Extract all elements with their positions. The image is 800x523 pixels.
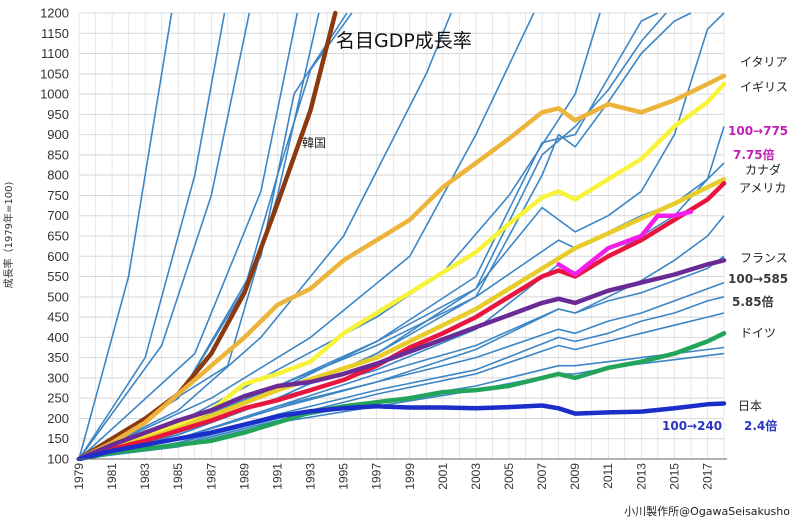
background-series-line	[78, 12, 299, 460]
x-tick-label: 1991	[270, 463, 284, 490]
y-tick-label: 300	[47, 370, 69, 385]
background-series-line	[78, 12, 226, 460]
series-line	[76, 10, 338, 461]
y-tick-label: 1100	[41, 46, 69, 61]
y-tick-label: 200	[47, 411, 69, 426]
y-tick-label: 550	[47, 269, 69, 284]
y-tick-label: 250	[47, 391, 69, 406]
background-series-line	[78, 255, 725, 460]
japan-growth-note: 100→240	[662, 419, 722, 433]
x-tick-label: 1983	[138, 463, 152, 490]
france-multiple-note: 5.85倍	[732, 294, 774, 309]
uk-growth-note: 100→775	[728, 124, 788, 138]
background-series-line	[78, 12, 173, 460]
label-germany: ドイツ	[740, 326, 776, 340]
x-tick-label: 2007	[535, 463, 549, 490]
x-tick-label: 1981	[105, 463, 119, 490]
label-japan: 日本	[738, 399, 762, 413]
y-tick-label: 1000	[40, 87, 69, 102]
y-tick-label: 100	[47, 452, 69, 467]
y-tick-label: 150	[47, 431, 69, 446]
y-axis-ticks: 100 150 200 250 300 350 400 450 500 550 600 650 700 7…	[40, 6, 69, 467]
series-line	[76, 181, 727, 461]
x-tick-label: 1993	[304, 463, 318, 490]
label-korea: 韓国	[302, 136, 326, 150]
x-tick-label: 2013	[634, 463, 648, 490]
chart-title: 名目GDP成長率	[336, 30, 472, 52]
series-line	[556, 209, 694, 277]
series-line	[76, 401, 727, 461]
x-tick-label: 1999	[403, 463, 417, 490]
label-canada: カナダ	[745, 162, 781, 177]
y-tick-label: 800	[47, 168, 69, 183]
y-tick-label: 900	[47, 127, 69, 142]
label-uk: イギリス	[740, 80, 788, 94]
highlight-series	[76, 10, 727, 461]
france-growth-note: 100→585	[728, 272, 788, 286]
y-tick-label: 1200	[40, 6, 69, 21]
background-series-line	[78, 281, 725, 460]
background-series-line	[78, 12, 251, 460]
y-tick-label: 400	[47, 330, 69, 345]
y-tick-label: 700	[47, 208, 69, 223]
x-tick-label: 2001	[436, 463, 450, 490]
x-tick-label: 1985	[171, 463, 185, 490]
y-tick-label: 600	[47, 249, 69, 264]
y-tick-label: 450	[47, 310, 69, 325]
japan-multiple-note: 2.4倍	[744, 418, 777, 433]
y-axis-label: 成長率（1979年=100)	[2, 181, 15, 288]
uk-multiple-note: 7.75倍	[733, 147, 775, 162]
label-usa: アメリカ	[739, 181, 786, 195]
y-tick-label: 1150	[41, 26, 69, 41]
series-line	[76, 258, 727, 461]
x-tick-label: 2003	[469, 463, 483, 490]
y-tick-label: 750	[47, 188, 69, 203]
label-france: フランス	[740, 251, 788, 265]
y-tick-label: 650	[47, 229, 69, 244]
x-tick-label: 1995	[337, 463, 351, 490]
y-tick-label: 950	[47, 107, 69, 122]
x-tick-label: 1979	[72, 463, 86, 490]
x-tick-label: 2017	[700, 463, 714, 490]
y-tick-label: 350	[47, 350, 69, 365]
x-tick-label: 2015	[667, 463, 681, 490]
y-tick-label: 1050	[40, 66, 69, 81]
x-axis-ticks: 1979 1981 1983 1985 1987 1989 1991 1993 1995 1997…	[72, 463, 714, 490]
x-tick-label: 1989	[237, 463, 251, 490]
credit-text: 小川製作所@OgawaSeisakusho	[624, 504, 790, 518]
series-line	[76, 331, 727, 461]
label-italy: イタリア	[740, 55, 788, 69]
x-tick-label: 1987	[204, 463, 218, 490]
x-tick-label: 2011	[601, 463, 615, 489]
x-tick-label: 2005	[502, 463, 516, 490]
series-line	[76, 73, 727, 461]
background-series-line	[78, 12, 452, 460]
background-series-line	[78, 12, 535, 460]
y-tick-label: 500	[47, 289, 69, 304]
x-tick-label: 2009	[568, 463, 582, 490]
series-line	[76, 176, 727, 461]
y-tick-label: 850	[47, 147, 69, 162]
x-tick-label: 1997	[370, 463, 384, 490]
